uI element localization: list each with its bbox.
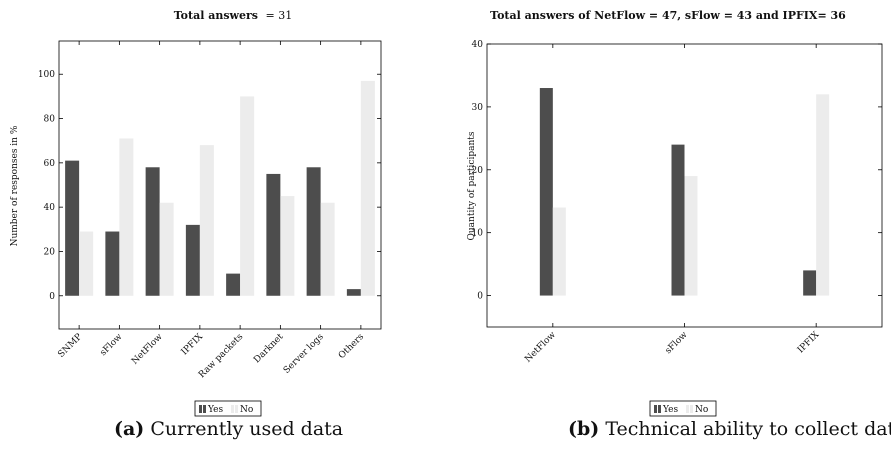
chart-a-ytick-label: 80: [44, 115, 56, 125]
chart-b-category-label: IPFIX: [796, 330, 822, 356]
chart-a-ytick-label: 100: [38, 70, 55, 80]
chart-b-ytick-label: 30: [472, 103, 484, 113]
chart-a-bar-no: [79, 231, 94, 296]
chart-b-legend-label: Yes: [662, 405, 678, 415]
chart-b-bar-yes: [803, 270, 817, 296]
chart-a-bar-no: [320, 202, 335, 296]
chart-b-ytick-label: 10: [472, 229, 484, 239]
caption-b: (b) Technical ability to collect data: [568, 418, 891, 440]
chart-b-legend-box: [649, 400, 717, 417]
chart-b-ylabel: Quantity of participants: [467, 131, 477, 240]
chart-a-bar-no: [360, 80, 375, 296]
caption-b-label: (b): [568, 418, 600, 440]
chart-a-ylabel: Number of responses in %: [10, 125, 20, 246]
chart-b-category-label: NetFlow: [523, 330, 558, 365]
caption-a: (a) Currently used data: [114, 418, 343, 440]
chart-a-ytick-label: 40: [44, 203, 56, 213]
chart-b-ytick-label: 40: [472, 40, 484, 50]
chart-a-bar-no: [199, 145, 214, 296]
chart-b-ytick-label: 20: [472, 166, 484, 176]
chart-a-legend-swatch: [203, 405, 206, 413]
chart-a-legend-swatch: [231, 405, 234, 413]
caption-b-text: Technical ability to collect data: [605, 418, 891, 440]
chart-b-bar-no: [684, 176, 698, 296]
chart-a-legend-label: No: [240, 405, 253, 415]
chart-a-bar-yes: [185, 224, 200, 296]
chart-a-bar-no: [159, 202, 174, 296]
chart-a-ytick-label: 0: [49, 292, 55, 302]
chart-a-bar-yes: [226, 273, 241, 296]
chart-a-bar-yes: [145, 167, 160, 296]
chart-b-category-label: sFlow: [664, 330, 690, 356]
chart-a-title-suffix: = 31: [266, 9, 293, 22]
chart-b-bar-yes: [671, 144, 685, 296]
chart-a-bar-no: [119, 138, 134, 296]
chart-b-legend-label: No: [695, 405, 708, 415]
chart-b-legend: Yes No: [649, 400, 717, 417]
chart-b-bar-no: [552, 207, 566, 296]
chart-b-bar-yes: [539, 88, 553, 296]
chart-b-ytick-label: 0: [477, 292, 483, 302]
caption-a-text: Currently used data: [150, 418, 344, 440]
chart-b-legend-swatch: [686, 405, 689, 413]
chart-b-bar-no: [816, 94, 830, 296]
chart-a-ytick-label: 20: [44, 247, 56, 257]
caption-a-label: (a): [114, 418, 145, 440]
chart-a-plot-frame: [58, 40, 382, 330]
chart-a-bar-no: [280, 196, 295, 296]
chart-a-title-prefix: Total answers: [174, 9, 258, 22]
chart-a-ytick-label: 60: [44, 159, 56, 169]
chart-a-legend: Yes No: [194, 400, 262, 417]
chart-a-bar-yes: [105, 231, 120, 296]
chart-a-bar-yes: [306, 167, 321, 296]
chart-a-bar-yes: [266, 173, 281, 296]
chart-a-legend-label: Yes: [207, 405, 223, 415]
chart-a-legend-swatch: [199, 405, 202, 413]
chart-a-legend-box: [194, 400, 262, 417]
chart-a-title: Total answers = 31: [174, 9, 292, 22]
chart-a-legend-swatch: [235, 405, 238, 413]
chart-a-bar-no: [240, 96, 255, 296]
chart-b-title: Total answers of NetFlow = 47, sFlow = 4…: [490, 9, 846, 22]
chart-b-legend-swatch: [690, 405, 693, 413]
chart-b-legend-swatch: [658, 405, 661, 413]
chart-a-bar-yes: [346, 289, 361, 296]
chart-a-bar-yes: [65, 160, 80, 296]
chart-b-legend-swatch: [654, 405, 657, 413]
